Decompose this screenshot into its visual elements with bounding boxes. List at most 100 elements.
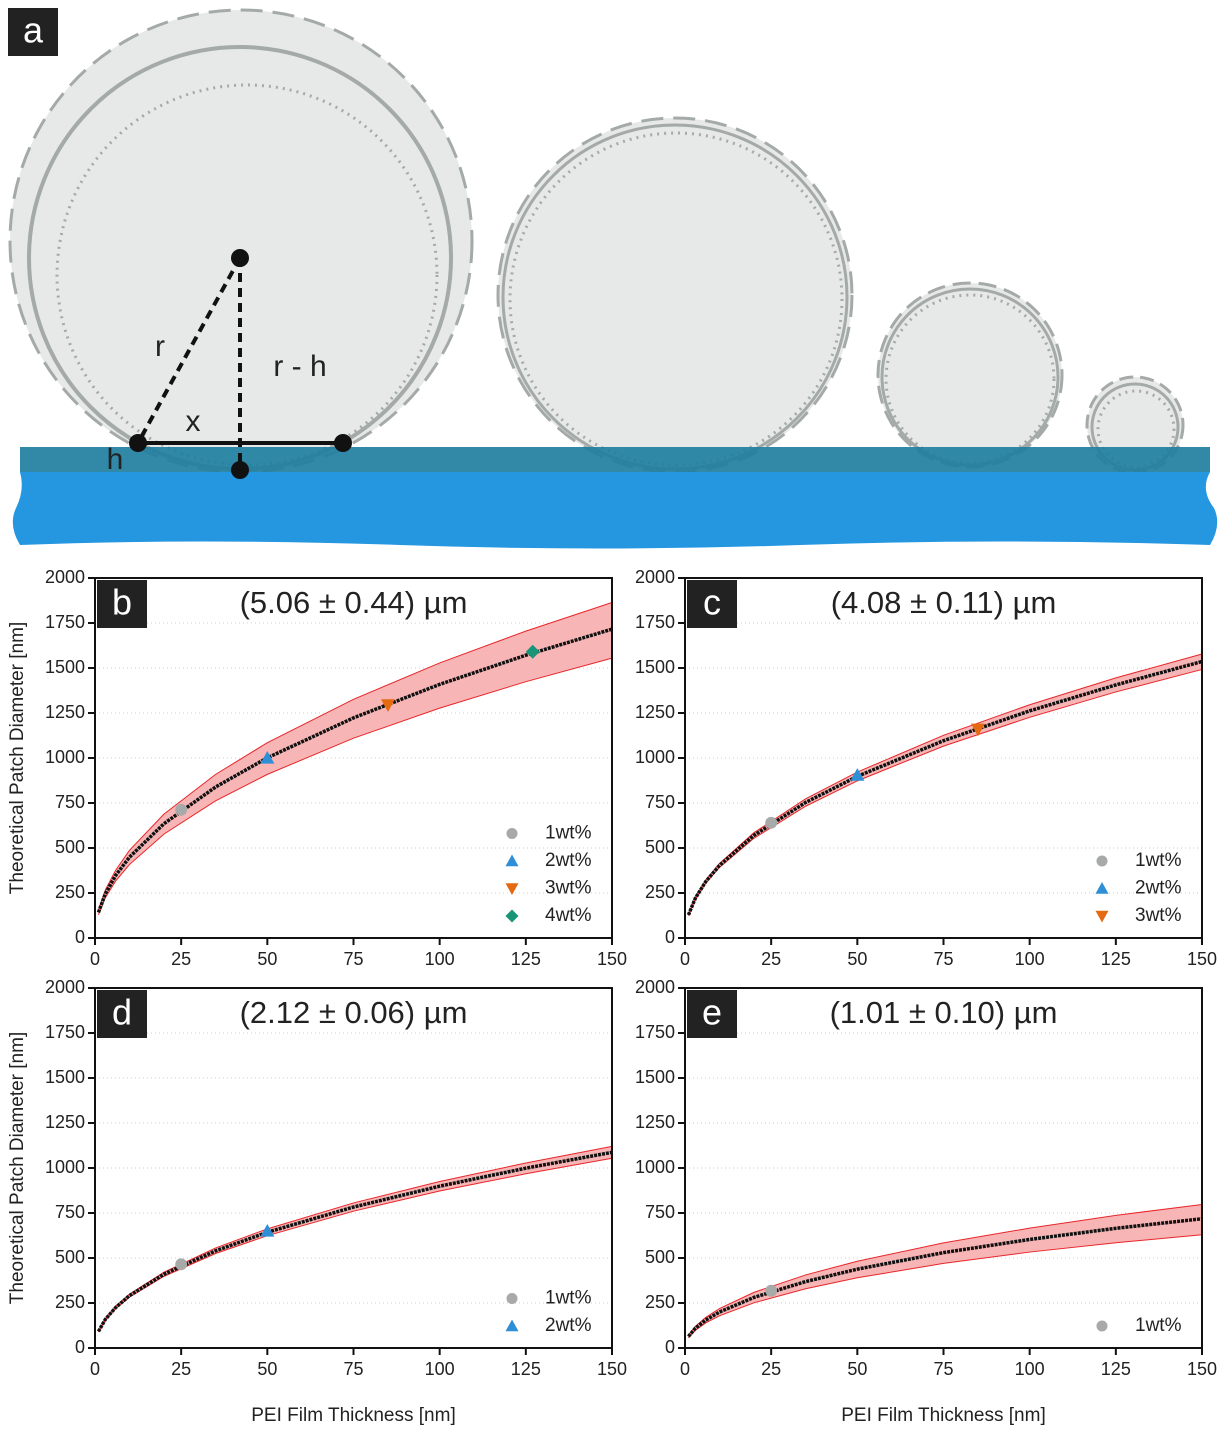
- y-tick-label: 0: [665, 1337, 675, 1357]
- data-point: [175, 804, 187, 816]
- legend-label: 1wt%: [545, 1288, 592, 1309]
- band-edge: [688, 669, 1202, 915]
- y-tick-label: 0: [665, 927, 675, 947]
- y-tick-label: 0: [75, 927, 85, 947]
- y-tick-label: 2000: [45, 977, 85, 997]
- legend-marker: [506, 855, 519, 867]
- curve: [688, 662, 1202, 915]
- x-tick-label: 25: [171, 949, 191, 969]
- band-edge: [98, 1158, 612, 1332]
- data-point: [175, 1258, 187, 1270]
- panel-label: d: [112, 992, 132, 1033]
- x-tick-label: 25: [761, 949, 781, 969]
- droplet-outline: [10, 10, 472, 472]
- panel-label: b: [112, 582, 132, 623]
- y-tick-label: 2000: [635, 977, 675, 997]
- y-tick-label: 2000: [45, 567, 85, 587]
- y-tick-label: 1750: [635, 612, 675, 632]
- droplets: [10, 10, 1183, 473]
- legend-label: 2wt%: [1135, 878, 1182, 899]
- x-tick-label: 125: [511, 1359, 541, 1379]
- label-r: r: [155, 330, 165, 363]
- x-tick-label: 75: [343, 1359, 363, 1379]
- panel-label: e: [702, 992, 722, 1033]
- y-tick-label: 2000: [635, 567, 675, 587]
- legend-marker: [1096, 882, 1109, 894]
- y-tick-label: 1750: [45, 1022, 85, 1042]
- y-tick-label: 1500: [45, 1067, 85, 1087]
- point: [129, 434, 147, 452]
- y-tick-label: 250: [645, 882, 675, 902]
- x-tick-label: 100: [1015, 1359, 1045, 1379]
- x-tick-label: 50: [257, 949, 277, 969]
- droplet-outline: [878, 283, 1062, 467]
- x-tick-label: 0: [90, 949, 100, 969]
- x-tick-label: 0: [680, 949, 690, 969]
- x-tick-label: 150: [1187, 949, 1217, 969]
- x-tick-label: 125: [511, 949, 541, 969]
- point: [231, 249, 249, 267]
- y-axis-label: Theoretical Patch Diameter [nm]: [7, 1032, 28, 1304]
- legend-label: 1wt%: [1135, 1315, 1182, 1336]
- x-axis-label: PEI Film Thickness [nm]: [841, 1405, 1045, 1426]
- legend-label: 1wt%: [545, 823, 592, 844]
- legend-label: 3wt%: [1135, 905, 1182, 926]
- x-tick-label: 25: [171, 1359, 191, 1379]
- x-tick-label: 150: [597, 1359, 627, 1379]
- label-r-minus-h: r - h: [273, 350, 326, 383]
- legend-marker: [506, 910, 519, 923]
- y-tick-label: 250: [55, 882, 85, 902]
- x-tick-label: 125: [1101, 1359, 1131, 1379]
- diagram: r r - h x h a: [8, 8, 1217, 549]
- label-h: h: [107, 443, 124, 476]
- y-tick-label: 1500: [635, 657, 675, 677]
- y-tick-label: 1000: [635, 1157, 675, 1177]
- band-edge: [98, 658, 612, 915]
- chart: 0250500750100012501500175020000255075100…: [7, 567, 627, 969]
- confidence-band: [98, 1146, 612, 1332]
- chart-title: (2.12 ± 0.06) µm: [240, 995, 468, 1030]
- x-tick-label: 50: [257, 1359, 277, 1379]
- figure: r r - h x h a 02505007501000125015001750…: [0, 0, 1223, 1430]
- legend-marker: [1096, 911, 1109, 923]
- confidence-band: [688, 1205, 1202, 1338]
- y-tick-label: 1500: [45, 657, 85, 677]
- y-tick-label: 1750: [635, 1022, 675, 1042]
- point: [231, 461, 249, 479]
- panel-label: c: [703, 582, 721, 623]
- legend-label: 2wt%: [545, 1315, 592, 1336]
- y-tick-label: 1000: [635, 747, 675, 767]
- y-tick-label: 1000: [45, 747, 85, 767]
- legend-marker: [1096, 855, 1107, 866]
- legend-label: 4wt%: [545, 905, 592, 926]
- x-axis-label: PEI Film Thickness [nm]: [251, 1405, 455, 1426]
- y-tick-label: 1250: [635, 1112, 675, 1132]
- y-tick-label: 1000: [45, 1157, 85, 1177]
- x-tick-label: 0: [680, 1359, 690, 1379]
- x-tick-label: 50: [847, 949, 867, 969]
- legend-marker: [506, 1293, 517, 1304]
- x-tick-label: 150: [1187, 1359, 1217, 1379]
- band-edge: [688, 654, 1202, 914]
- y-tick-label: 750: [55, 1202, 85, 1222]
- chart: 0250500750100012501500175020000255075100…: [635, 567, 1217, 969]
- legend-marker: [1096, 1320, 1107, 1331]
- x-tick-label: 25: [761, 1359, 781, 1379]
- curve: [98, 1152, 612, 1331]
- x-tick-label: 75: [343, 949, 363, 969]
- x-tick-label: 50: [847, 1359, 867, 1379]
- confidence-band: [688, 654, 1202, 916]
- x-tick-label: 100: [425, 1359, 455, 1379]
- droplet-outline: [498, 118, 852, 472]
- y-tick-label: 1750: [45, 612, 85, 632]
- x-tick-label: 75: [933, 1359, 953, 1379]
- y-tick-label: 750: [645, 1202, 675, 1222]
- y-tick-label: 750: [55, 792, 85, 812]
- y-tick-label: 500: [55, 1247, 85, 1267]
- y-tick-label: 500: [645, 837, 675, 857]
- substrate: [13, 472, 1217, 549]
- legend-label: 2wt%: [545, 850, 592, 871]
- film-layer: [20, 447, 1210, 472]
- y-tick-label: 500: [55, 837, 85, 857]
